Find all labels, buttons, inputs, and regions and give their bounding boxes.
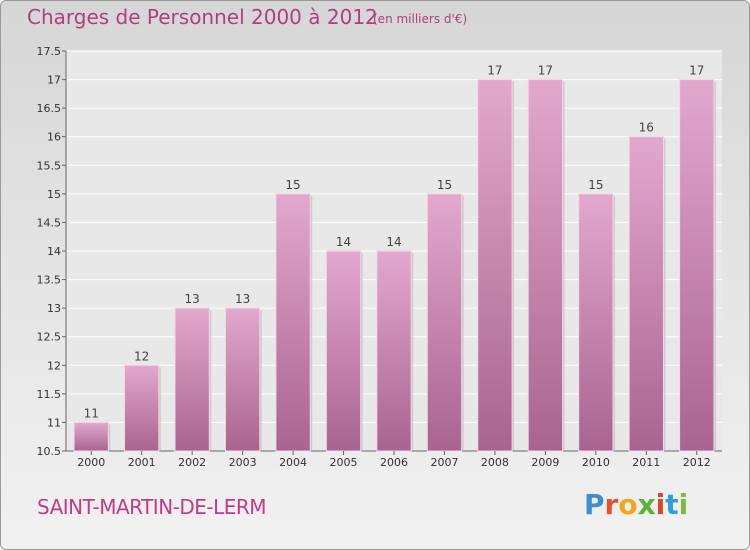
x-tick-label: 2004 [279,456,307,469]
x-tick-label: 2006 [380,456,408,469]
x-tick-label: 2009 [531,456,559,469]
bar [124,364,160,452]
y-tick-label: 11.5 [37,388,62,401]
y-tick-label: 16.5 [37,102,62,115]
x-tick-label: 2010 [582,456,610,469]
bar-value-label: 14 [336,235,351,249]
logo-letter: i [655,488,666,521]
bar-value-label: 13 [235,292,250,306]
logo-letter: r [604,488,619,521]
y-tick-label: 14 [47,245,61,258]
bar [275,193,311,452]
bar-value-label: 17 [538,64,553,78]
x-tick-label: 2001 [128,456,156,469]
y-tick-label: 14.5 [37,216,62,229]
bar [73,421,109,452]
place-name: SAINT-MARTIN-DE-LERM [37,495,267,519]
bar [477,79,513,452]
y-tick-label: 10.5 [37,445,62,458]
x-tick-label: 2012 [683,456,711,469]
bar-value-label: 13 [185,292,200,306]
bar-value-label: 15 [285,178,300,192]
logo-letter: P [584,488,605,521]
y-tick-label: 13.5 [37,274,62,287]
logo-letter: o [618,488,638,521]
y-tick-label: 17.5 [37,45,62,58]
bar-value-label: 16 [639,121,654,135]
x-tick-label: 2005 [330,456,358,469]
chart-subtitle: (en milliers d'€) [373,12,468,26]
y-tick-label: 13 [47,302,61,315]
bar [628,136,664,452]
x-tick-label: 2008 [481,456,509,469]
x-tick-label: 2003 [229,456,257,469]
proxiti-logo: Proxiti [584,488,688,521]
bar-value-label: 11 [84,406,99,420]
logo-letter: x [637,488,656,521]
bar-value-label: 15 [437,178,452,192]
bar-value-label: 17 [487,64,502,78]
x-tick-label: 2002 [178,456,206,469]
bar [224,307,261,452]
chart-title: Charges de Personnel 2000 à 2012 [27,5,378,29]
bar [174,307,210,452]
bar [679,79,715,452]
y-tick-label: 11 [47,416,61,429]
bar-value-label: 14 [386,235,401,249]
bar [527,79,564,452]
x-tick-label: 2011 [632,456,660,469]
y-tick-label: 15.5 [37,159,62,172]
y-tick-label: 12 [47,359,61,372]
bar [578,193,614,452]
x-tick-label: 2007 [430,456,458,469]
x-tick-label: 2000 [77,456,105,469]
logo-letter: i [678,488,689,521]
y-tick-label: 12.5 [37,331,62,344]
bar [325,250,362,452]
bar [376,250,412,452]
y-tick-label: 15 [47,188,61,201]
bar-value-label: 12 [134,349,149,363]
y-tick-label: 17 [47,74,61,87]
y-tick-label: 16 [47,131,61,144]
bar [426,193,463,452]
logo-letter: t [665,488,679,521]
bar-value-label: 15 [588,178,603,192]
bar-value-label: 17 [689,64,704,78]
